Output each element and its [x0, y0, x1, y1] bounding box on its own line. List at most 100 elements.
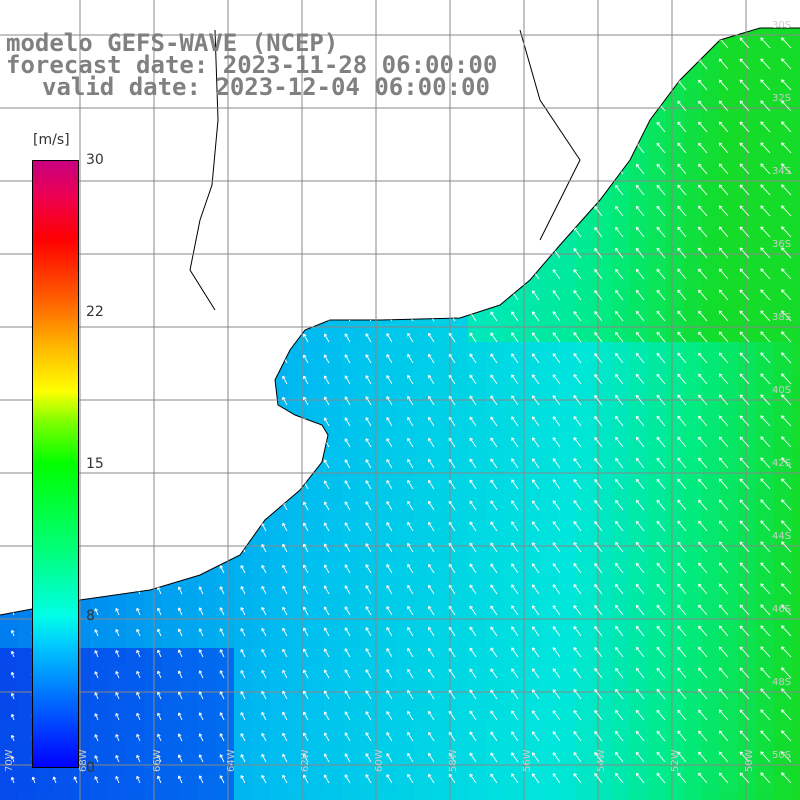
- wind-arrow: [594, 374, 603, 385]
- wind-arrow: [94, 566, 99, 574]
- field-cell: [540, 576, 559, 595]
- wind-arrow: [594, 668, 603, 679]
- field-cell: [234, 378, 253, 397]
- wind-arrow: [94, 629, 99, 637]
- field-cell: [378, 28, 397, 37]
- wind-arrow: [552, 563, 561, 574]
- field-cell: [738, 684, 757, 703]
- wind-arrow: [760, 478, 771, 490]
- field-cell: [468, 144, 487, 163]
- wind-arrow: [282, 417, 288, 427]
- wind-arrow: [344, 690, 351, 700]
- wind-arrow: [115, 167, 120, 175]
- field-cell: [648, 234, 667, 253]
- wind-arrow: [512, 18, 518, 27]
- field-cell: [198, 594, 217, 613]
- field-cell: [522, 126, 541, 145]
- field-cell: [774, 36, 793, 55]
- field-cell: [504, 216, 523, 235]
- wind-arrow: [573, 185, 582, 196]
- field-cell: [684, 432, 703, 451]
- field-cell: [684, 36, 703, 55]
- wind-arrow: [261, 543, 267, 553]
- wind-arrow: [157, 313, 162, 322]
- field-cell: [0, 468, 19, 487]
- field-cell: [144, 522, 163, 541]
- field-cell: [108, 630, 127, 649]
- wind-arrow: [760, 205, 771, 217]
- field-cell: [792, 504, 800, 523]
- wind-arrow: [594, 479, 603, 490]
- wind-arrow: [365, 123, 372, 133]
- wind-arrow: [386, 480, 393, 490]
- field-cell: [792, 306, 800, 325]
- wind-arrow: [718, 289, 729, 301]
- wind-arrow: [303, 732, 309, 742]
- field-cell: [504, 558, 523, 577]
- field-cell: [792, 414, 800, 433]
- wind-arrow: [469, 290, 477, 301]
- field-cell: [450, 270, 469, 289]
- wind-arrow: [282, 102, 288, 112]
- field-cell: [450, 450, 469, 469]
- field-cell: [684, 666, 703, 685]
- field-cell: [270, 198, 289, 217]
- field-cell: [540, 666, 559, 685]
- wind-arrow: [386, 186, 393, 196]
- wind-arrow: [323, 501, 330, 511]
- wind-arrow: [594, 773, 603, 784]
- lon-label: 56W: [522, 749, 533, 772]
- field-cell: [0, 684, 19, 703]
- wind-arrow: [323, 228, 330, 238]
- wind-arrow: [448, 374, 456, 385]
- field-cell: [486, 306, 505, 325]
- field-cell: [702, 774, 721, 793]
- field-cell: [792, 180, 800, 199]
- field-cell: [360, 738, 379, 757]
- wind-arrow: [261, 648, 267, 658]
- wind-arrow: [344, 333, 351, 343]
- wind-arrow: [240, 733, 246, 742]
- wind-arrow: [490, 689, 498, 700]
- field-cell: [648, 684, 667, 703]
- wind-arrow: [365, 711, 372, 721]
- field-cell: [468, 576, 487, 595]
- field-cell: [306, 144, 325, 163]
- field-cell: [18, 90, 37, 109]
- field-cell: [162, 468, 181, 487]
- field-cell: [486, 648, 505, 667]
- wind-arrow: [656, 394, 666, 406]
- field-cell: [468, 666, 487, 685]
- field-cell: [306, 396, 325, 415]
- wind-arrow: [427, 416, 435, 427]
- field-cell: [792, 270, 800, 289]
- field-cell: [252, 594, 271, 613]
- wind-arrow: [635, 100, 645, 112]
- field-cell: [378, 468, 397, 487]
- field-cell: [702, 342, 721, 361]
- field-cell: [576, 414, 595, 433]
- field-cell: [306, 558, 325, 577]
- wind-arrow: [219, 397, 225, 406]
- wind-arrow: [760, 352, 771, 364]
- field-cell: [576, 720, 595, 739]
- wind-arrow: [781, 100, 792, 112]
- field-cell: [198, 486, 217, 505]
- wind-arrow: [136, 145, 141, 154]
- field-cell: [126, 540, 145, 559]
- wind-arrow: [282, 123, 288, 133]
- wind-arrow: [511, 689, 519, 700]
- wind-arrow: [552, 101, 561, 112]
- field-cell: [594, 720, 613, 739]
- field-cell: [522, 108, 541, 127]
- wind-arrow: [739, 79, 750, 91]
- field-cell: [486, 234, 505, 253]
- wind-arrow: [469, 416, 477, 427]
- wind-arrow: [407, 605, 414, 616]
- field-cell: [792, 486, 800, 505]
- wind-arrow: [469, 164, 477, 175]
- border-line: [519, 29, 581, 241]
- field-cell: [252, 144, 271, 163]
- field-cell: [756, 792, 775, 800]
- wind-arrow: [615, 436, 624, 448]
